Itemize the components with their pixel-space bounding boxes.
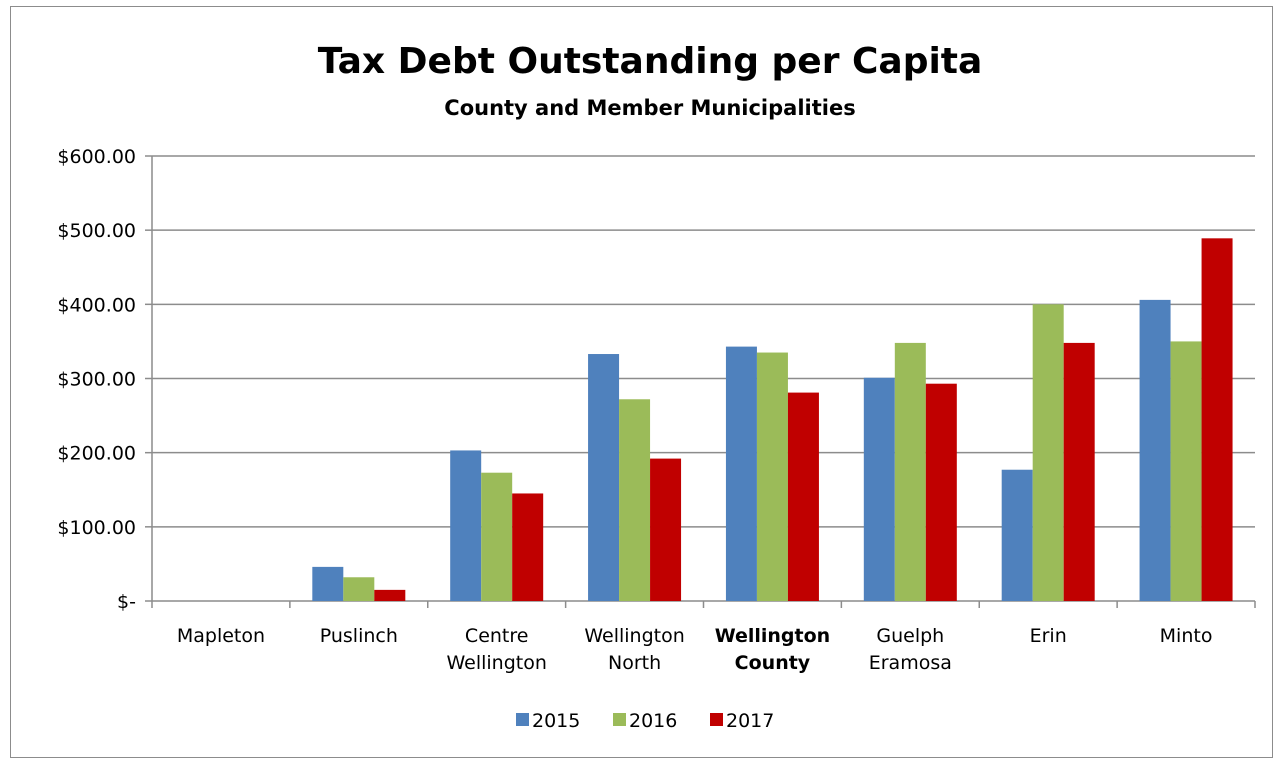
x-category-label: Guelph xyxy=(876,625,944,647)
y-tick-label: $500.00 xyxy=(57,220,136,242)
y-tick-label: $600.00 xyxy=(57,146,136,168)
bar-2016 xyxy=(895,343,926,601)
legend-label: 2017 xyxy=(726,710,774,732)
y-tick-label: $300.00 xyxy=(57,369,136,391)
bars xyxy=(312,238,1232,601)
x-category-label: County xyxy=(735,652,811,674)
bar-2015 xyxy=(864,378,895,601)
x-category-label: Mapleton xyxy=(177,625,265,647)
y-tick-label: $400.00 xyxy=(57,294,136,316)
bar-2017 xyxy=(374,590,405,601)
x-category-label: Minto xyxy=(1160,625,1213,647)
bar-2016 xyxy=(343,577,374,601)
bar-2016 xyxy=(1033,304,1064,601)
bar-2017 xyxy=(1202,238,1233,601)
y-tick-labels: $- $100.00 $200.00 $300.00 $400.00 $500.00 $60… xyxy=(57,146,136,613)
bar-2016 xyxy=(1171,341,1202,601)
bar-2015 xyxy=(450,450,481,601)
bar-2015 xyxy=(1140,300,1171,601)
bar-2016 xyxy=(481,473,512,601)
x-category-label: Wellington xyxy=(446,652,546,674)
x-category-label: Erin xyxy=(1030,625,1067,647)
bar-2017 xyxy=(1064,343,1095,601)
legend: 2015 2016 2017 xyxy=(516,710,774,732)
bar-2017 xyxy=(650,459,681,601)
x-category-label: Puslinch xyxy=(320,625,398,647)
x-category-label: Wellington xyxy=(584,625,684,647)
chart-subtitle: County and Member Municipalities xyxy=(444,96,855,120)
legend-swatch-2016 xyxy=(613,713,626,726)
bar-2017 xyxy=(788,393,819,601)
x-category-label: Eramosa xyxy=(869,652,952,674)
y-tick-label: $- xyxy=(117,591,136,613)
chart-title: Tax Debt Outstanding per Capita xyxy=(318,41,983,82)
x-category-labels: Mapleton Puslinch Centre Wellington Wellingt… xyxy=(177,625,1213,674)
x-category-label: North xyxy=(608,652,661,674)
legend-swatch-2015 xyxy=(516,713,529,726)
bar-2015 xyxy=(312,567,343,601)
bar-2017 xyxy=(926,384,957,601)
legend-label: 2016 xyxy=(629,710,677,732)
bar-2015 xyxy=(588,354,619,601)
bar-2015 xyxy=(1002,470,1033,601)
bar-2015 xyxy=(726,347,757,601)
y-tick-label: $200.00 xyxy=(57,443,136,465)
x-category-label: Centre xyxy=(465,625,529,647)
bar-2017 xyxy=(512,493,543,601)
legend-swatch-2017 xyxy=(710,713,723,726)
bar-2016 xyxy=(757,353,788,601)
legend-label: 2015 xyxy=(532,710,580,732)
bar-2016 xyxy=(619,399,650,601)
x-category-label: Wellington xyxy=(715,625,831,647)
y-tick-label: $100.00 xyxy=(57,517,136,539)
